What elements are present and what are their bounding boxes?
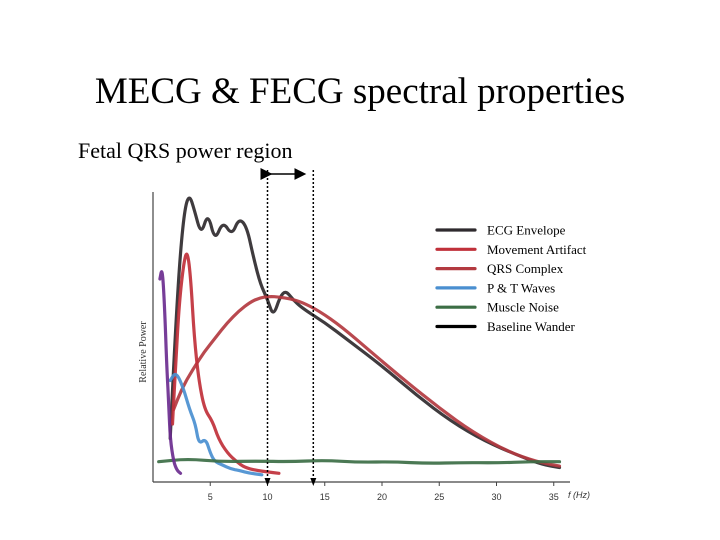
slide-title: MECG & FECG spectral properties	[94, 71, 626, 112]
fetal-qrs-region-label: Fetal QRS power region	[78, 138, 293, 163]
x-tick-label: 30	[491, 492, 501, 502]
series-movement-artifact	[170, 252, 281, 475]
series-p-t-waves	[168, 372, 264, 477]
legend-label: Movement Artifact	[487, 242, 587, 257]
series-baseline-wander	[158, 270, 183, 475]
x-tick-label: 20	[377, 492, 387, 502]
series-muscle-noise	[157, 457, 562, 465]
x-axis-label: f (Hz)	[568, 490, 590, 500]
region-boundary-arrowhead	[310, 478, 317, 486]
x-tick-label: 5	[208, 492, 213, 502]
legend: ECG Envelope Movement Artifact QRS Complex…	[435, 223, 587, 334]
series-layer	[157, 196, 562, 477]
fetal-qrs-region	[260, 168, 317, 486]
x-ticks: 5 10 15 20 25 30 35	[208, 482, 559, 502]
legend-label: Baseline Wander	[487, 319, 576, 334]
legend-label: QRS Complex	[487, 261, 564, 276]
series-ecg-envelope	[168, 196, 562, 470]
legend-label: ECG Envelope	[487, 223, 566, 238]
x-tick-label: 25	[434, 492, 444, 502]
axes	[152, 192, 570, 483]
legend-label: Muscle Noise	[487, 300, 559, 315]
legend-label: P & T Waves	[487, 280, 555, 295]
x-tick-label: 35	[549, 492, 559, 502]
x-tick-label: 15	[320, 492, 330, 502]
series-qrs-complex	[172, 295, 562, 468]
x-tick-label: 10	[262, 492, 272, 502]
region-boundary-arrowhead	[264, 478, 271, 486]
y-axis-label: Relative Power	[138, 321, 149, 383]
